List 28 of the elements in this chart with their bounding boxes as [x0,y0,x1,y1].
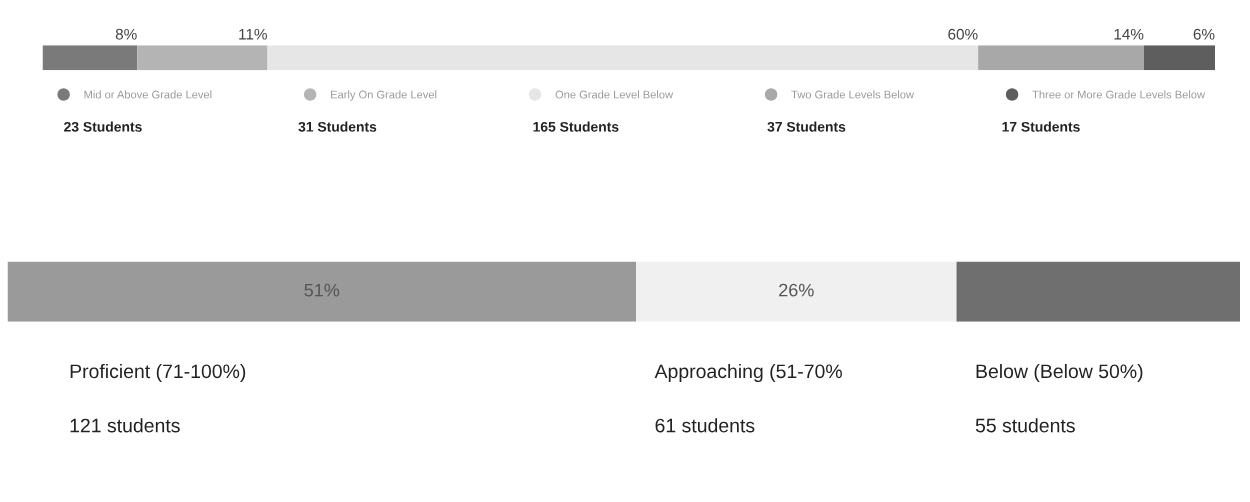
legend-label: Three or More Grade Levels Below [1032,90,1206,99]
legend-label: Early On Grade Level [331,90,437,101]
legend-label: One Grade Level Below [555,90,674,99]
bar [267,45,979,71]
bar [978,45,1144,71]
data-label: 26% [779,283,814,297]
text: 37 Students [767,121,846,132]
text: 61 students [655,418,755,433]
text: 17 Students [1002,121,1080,132]
text: Approaching (51-70% [654,363,842,383]
text: 55 students [975,418,1075,433]
data-label: 6% [1193,28,1215,40]
bar [42,45,138,71]
text: 121 students [70,418,180,433]
data-label: 51% [304,283,340,297]
data-label: 11% [239,28,267,40]
text: 31 Students [298,121,377,132]
data-label: 14% [1114,28,1144,40]
text: 165 Students [533,121,619,132]
data-label: 8% [115,28,137,40]
bar [1143,45,1215,71]
legend-label: Two Grade Levels Below [791,90,915,99]
text: 23 Students [64,121,142,132]
legend-label: Mid or Above Grade Level [84,90,212,99]
data-label: 60% [948,28,978,40]
bar [137,45,268,71]
text: Proficient (71-100%) [70,363,246,383]
text: Below (Below 50%) [976,363,1143,383]
